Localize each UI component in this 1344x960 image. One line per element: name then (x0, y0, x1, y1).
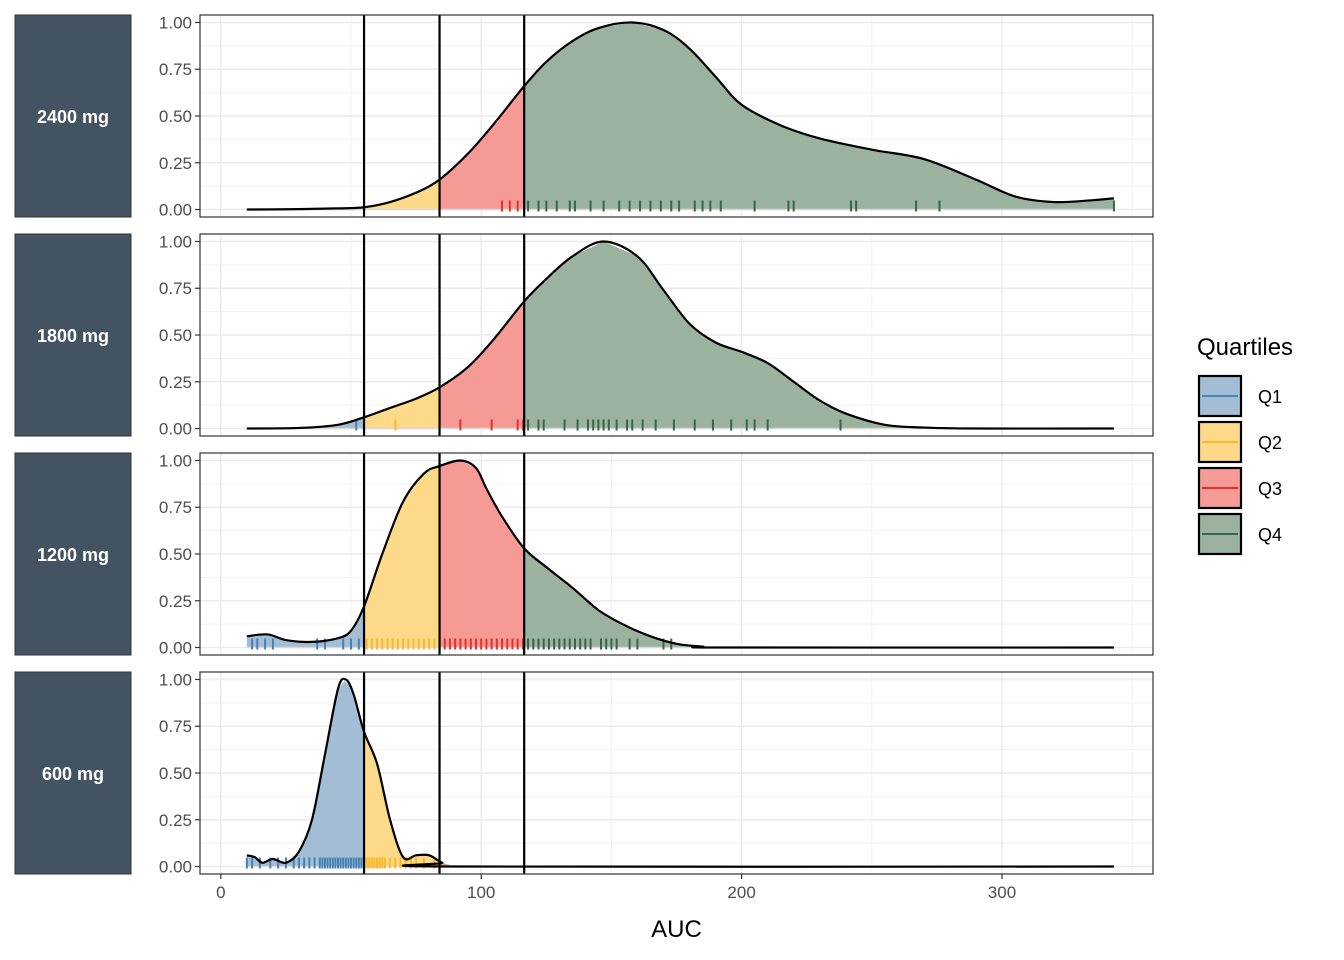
x-tick-label: 200 (727, 883, 755, 902)
legend-item-q3: Q3 (1197, 466, 1282, 510)
y-tick-label: 1.00 (159, 232, 192, 251)
panel-2: 1200 mg 0.00 0.25 0.50 0.75 1.00 (14, 451, 1154, 658)
density-area-q2 (364, 731, 440, 867)
y-tick-label: 1.00 (159, 13, 192, 32)
legend: Quartiles Q1 Q2 Q3 Q4 (1197, 334, 1293, 556)
facet-strip-label: 2400 mg (37, 107, 109, 127)
legend-item-q2: Q2 (1197, 420, 1282, 464)
y-tick-label: 0.50 (159, 326, 192, 345)
legend-label: Q2 (1258, 433, 1282, 453)
x-axis: 0 100 200 300 (216, 874, 1016, 902)
legend-label: Q1 (1258, 387, 1282, 407)
y-tick-label: 0.00 (159, 858, 192, 877)
panel-1: 1800 mg 0.00 0.25 0.50 0.75 1.00 (14, 232, 1154, 439)
facet-strip-label: 1200 mg (37, 545, 109, 565)
panel-3: 600 mg 0.00 0.25 0.50 0.75 1.00 (14, 670, 1154, 877)
legend-label: Q4 (1258, 525, 1282, 545)
y-tick-label: 0.00 (159, 201, 192, 220)
x-axis-title: AUC (651, 916, 702, 943)
x-tick-label: 300 (988, 883, 1016, 902)
y-tick-label: 0.75 (159, 717, 192, 736)
y-tick-label: 0.25 (159, 592, 192, 611)
density-line (246, 459, 1114, 649)
density-area-q3 (439, 301, 525, 429)
density-area-q2 (364, 466, 440, 648)
facet-strip (14, 233, 132, 437)
y-tick-label: 0.50 (159, 107, 192, 126)
density-area-q4 (524, 22, 1114, 210)
facet-strip-label: 600 mg (42, 764, 104, 784)
density-area-q4 (524, 242, 1114, 429)
facet-strip (14, 14, 132, 218)
facet-strip (14, 671, 132, 875)
facet-panels: 2400 mg 0.00 0.25 0.50 0.75 1.00 1800 mg 0.00 0.… (14, 13, 1154, 877)
density-line (246, 21, 1115, 211)
x-tick-label: 0 (216, 883, 225, 902)
legend-item-q4: Q4 (1197, 512, 1282, 556)
y-tick-label: 0.50 (159, 545, 192, 564)
y-tick-label: 0.25 (159, 811, 192, 830)
density-area-q1 (246, 681, 365, 867)
legend-label: Q3 (1258, 479, 1282, 499)
density-line (246, 677, 1114, 868)
y-tick-label: 0.75 (159, 498, 192, 517)
facet-strip (14, 452, 132, 656)
y-tick-label: 0.00 (159, 639, 192, 658)
x-tick-label: 100 (467, 883, 495, 902)
density-area-q4 (524, 548, 1114, 648)
facet-strip-label: 1800 mg (37, 326, 109, 346)
y-tick-label: 1.00 (159, 451, 192, 470)
panel-0: 2400 mg 0.00 0.25 0.50 0.75 1.00 (14, 13, 1154, 220)
legend-item-q1: Q1 (1197, 374, 1282, 418)
y-tick-label: 1.00 (159, 670, 192, 689)
y-tick-label: 0.00 (159, 420, 192, 439)
y-tick-label: 0.50 (159, 764, 192, 783)
legend-title: Quartiles (1197, 334, 1293, 361)
density-area-q2 (364, 179, 440, 210)
y-tick-label: 0.25 (159, 154, 192, 173)
density-area-q3 (439, 460, 525, 648)
density-line (246, 240, 1114, 430)
y-tick-label: 0.25 (159, 373, 192, 392)
y-tick-label: 0.75 (159, 60, 192, 79)
y-tick-label: 0.75 (159, 279, 192, 298)
density-area-q3 (439, 86, 525, 210)
